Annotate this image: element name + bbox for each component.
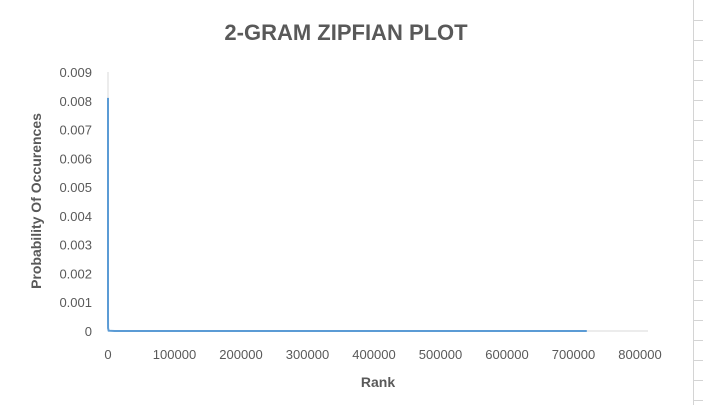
y-tick-label: 0.002	[59, 266, 92, 281]
y-axis-title: Probability Of Occurences	[28, 113, 44, 289]
spreadsheet-row-line	[694, 160, 703, 161]
spreadsheet-row-line	[694, 60, 703, 61]
spreadsheet-row-line	[694, 200, 703, 201]
y-axis-ticks: 0 0.001 0.002 0.003 0.004 0.005 0.006 0.007 0.00…	[59, 65, 92, 339]
spreadsheet-row-line	[694, 120, 703, 121]
y-tick-label: 0.003	[59, 238, 92, 253]
chart-area: 2-GRAM ZIPFIAN PLOT 0 0.001 0.002 0.003 0.00…	[28, 20, 662, 390]
y-tick-label: 0.007	[59, 123, 92, 138]
x-tick-label: 700000	[552, 347, 595, 362]
spreadsheet-row-line	[694, 100, 703, 101]
spreadsheet-row-line	[694, 320, 703, 321]
spreadsheet-row-line	[694, 400, 703, 401]
spreadsheet-row-line	[694, 260, 703, 261]
x-axis-ticks: 0 100000 200000 300000 400000 500000 600000 700…	[104, 347, 661, 362]
zipf-chart: 2-GRAM ZIPFIAN PLOT 0 0.001 0.002 0.003 0.00…	[28, 20, 662, 390]
series-line	[107, 97, 587, 332]
y-tick-label: 0	[85, 324, 92, 339]
x-tick-label: 500000	[419, 347, 462, 362]
spreadsheet-grid-edge	[693, 0, 703, 405]
x-tick-label: 200000	[219, 347, 262, 362]
x-tick-label: 600000	[485, 347, 528, 362]
spreadsheet-row-line	[694, 360, 703, 361]
spreadsheet-row-line	[694, 380, 703, 381]
x-tick-label: 0	[104, 347, 111, 362]
spreadsheet-row-line	[694, 340, 703, 341]
x-tick-label: 800000	[618, 347, 661, 362]
y-tick-label: 0.008	[59, 94, 92, 109]
x-tick-label: 300000	[286, 347, 329, 362]
y-tick-label: 0.001	[59, 295, 92, 310]
spreadsheet-row-line	[694, 220, 703, 221]
spreadsheet-row-line	[694, 280, 703, 281]
x-axis-title: Rank	[361, 374, 395, 390]
x-tick-label: 100000	[153, 347, 196, 362]
y-tick-label: 0.005	[59, 180, 92, 195]
spreadsheet-row-line	[694, 20, 703, 21]
spreadsheet-row-line	[694, 300, 703, 301]
y-tick-label: 0.009	[59, 65, 92, 80]
x-tick-label: 400000	[352, 347, 395, 362]
y-tick-label: 0.004	[59, 209, 92, 224]
spreadsheet-row-line	[694, 140, 703, 141]
y-tick-label: 0.006	[59, 151, 92, 166]
spreadsheet-row-line	[694, 40, 703, 41]
chart-title: 2-GRAM ZIPFIAN PLOT	[224, 20, 468, 45]
spreadsheet-row-line	[694, 180, 703, 181]
spreadsheet-row-line	[694, 80, 703, 81]
spreadsheet-row-line	[694, 240, 703, 241]
